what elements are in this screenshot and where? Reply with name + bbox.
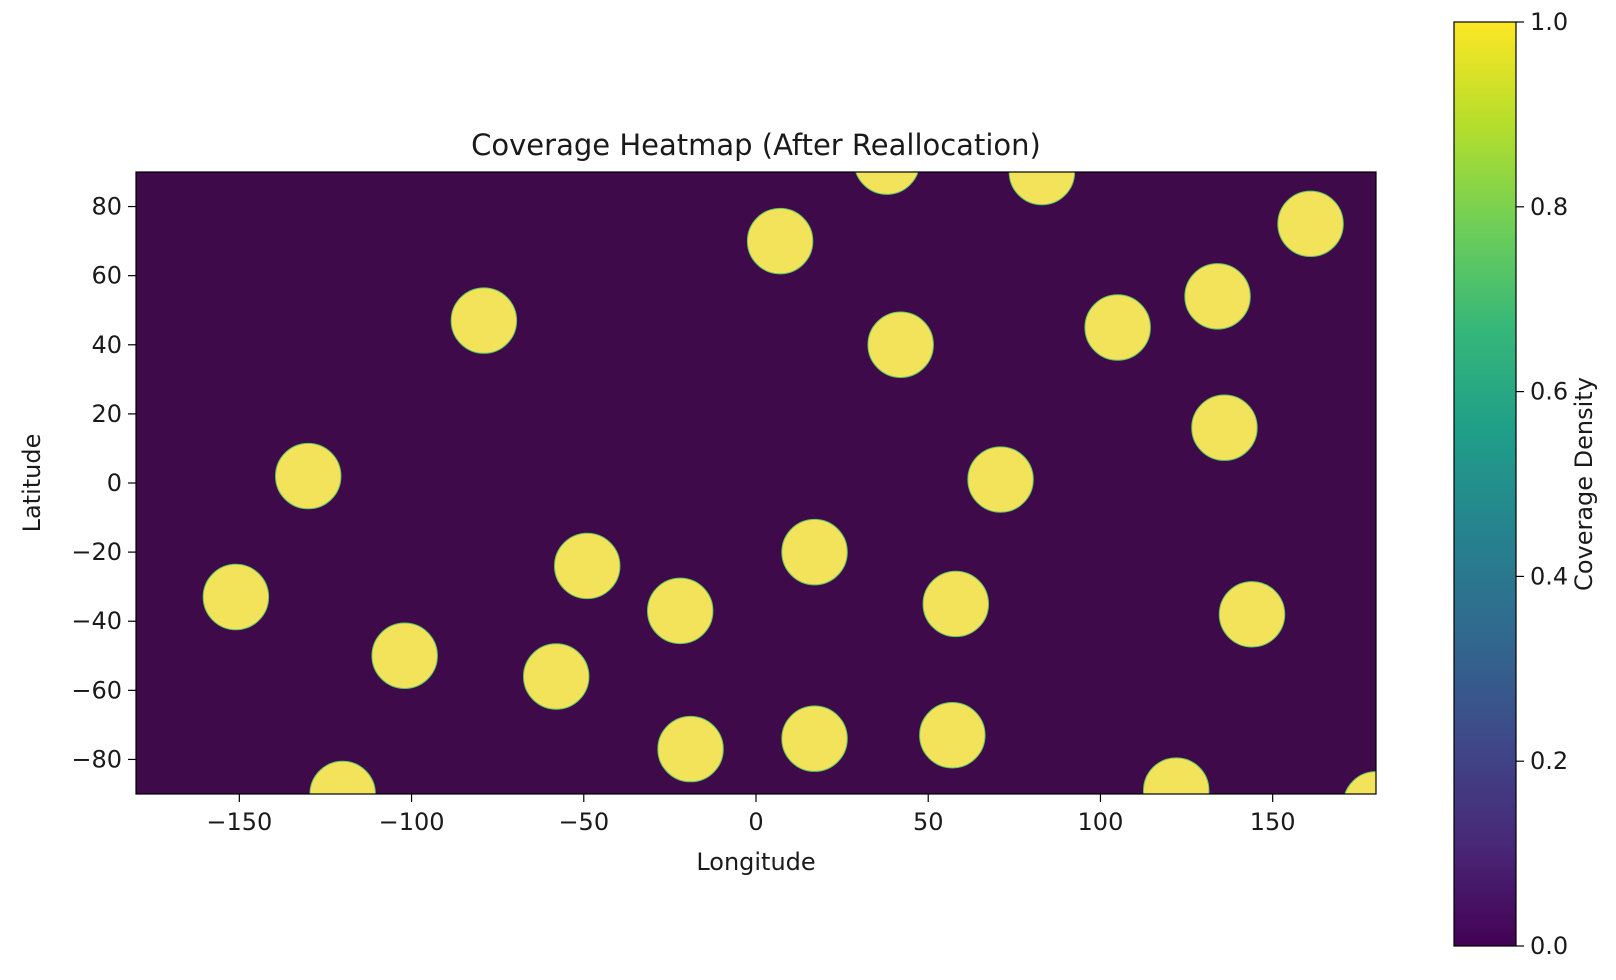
x-tick-label: 100: [1078, 808, 1124, 836]
coverage-area-10: [275, 442, 342, 510]
coverage-area-22: [919, 702, 986, 769]
colorbar-tick-label: 0.0: [1530, 932, 1568, 960]
y-tick-label: 80: [91, 193, 122, 221]
x-axis: −150 −100 −50 0 50 100 150: [206, 794, 1296, 836]
colorbar-tick-label: 0.8: [1530, 193, 1568, 221]
coverage-area-1: [855, 172, 919, 195]
coverage-area-2: [1008, 172, 1076, 206]
coverage-area-24: [1143, 757, 1210, 794]
y-tick-label: −60: [71, 676, 122, 704]
x-tick-label: 50: [913, 808, 944, 836]
y-tick-label: −40: [71, 607, 122, 635]
coverage-area-19: [523, 643, 590, 710]
coverage-area-17: [1218, 581, 1286, 648]
coverage-area-7: [1084, 294, 1151, 361]
x-axis-label: Longitude: [696, 848, 815, 876]
coverage-area-14: [202, 563, 270, 631]
chart-title: Coverage Heatmap (After Reallocation): [471, 128, 1041, 162]
colorbar-tick-label: 0.6: [1530, 378, 1568, 406]
x-tick-label: −150: [206, 808, 272, 836]
colorbar-label: Coverage Density: [1570, 377, 1598, 591]
colorbar-axis: 0.0 0.2 0.4 0.6 0.8 1.0: [1516, 8, 1568, 960]
coverage-layer: [202, 172, 1376, 794]
coverage-area-20: [657, 715, 724, 783]
y-tick-label: 0: [107, 469, 122, 497]
y-tick-label: 60: [91, 262, 122, 290]
colorbar-tick-label: 0.2: [1530, 747, 1568, 775]
coverage-area-13: [781, 518, 848, 586]
y-tick-label: −80: [71, 745, 122, 773]
coverage-area-11: [967, 446, 1034, 513]
y-axis-label: Latitude: [18, 434, 46, 533]
coverage-area-3: [746, 207, 814, 275]
coverage-area-21: [781, 705, 848, 772]
x-tick-label: 150: [1250, 808, 1296, 836]
coverage-area-18: [371, 622, 438, 689]
coverage-area-15: [647, 577, 714, 645]
coverage-area-8: [1184, 263, 1251, 330]
y-tick-label: 40: [91, 331, 122, 359]
colorbar-tick-label: 1.0: [1530, 8, 1568, 36]
y-tick-label: −20: [71, 538, 122, 566]
coverage-area-25: [1344, 771, 1376, 794]
plot-area: [136, 172, 1376, 794]
y-axis: 80 60 40 20 0 −20 −40 −60 −80: [71, 193, 136, 773]
x-tick-label: 0: [748, 808, 763, 836]
coverage-area-4: [1277, 190, 1344, 258]
coverage-area-6: [867, 311, 934, 378]
coverage-area-12: [554, 532, 621, 600]
x-tick-label: −50: [558, 808, 609, 836]
coverage-area-9: [1191, 394, 1258, 461]
colorbar-tick-label: 0.4: [1530, 562, 1568, 590]
y-tick-label: 20: [91, 400, 122, 428]
coverage-area-5: [450, 287, 518, 354]
colorbar: [1453, 21, 1517, 947]
coverage-area-16: [922, 570, 989, 638]
x-tick-label: −100: [379, 808, 445, 836]
